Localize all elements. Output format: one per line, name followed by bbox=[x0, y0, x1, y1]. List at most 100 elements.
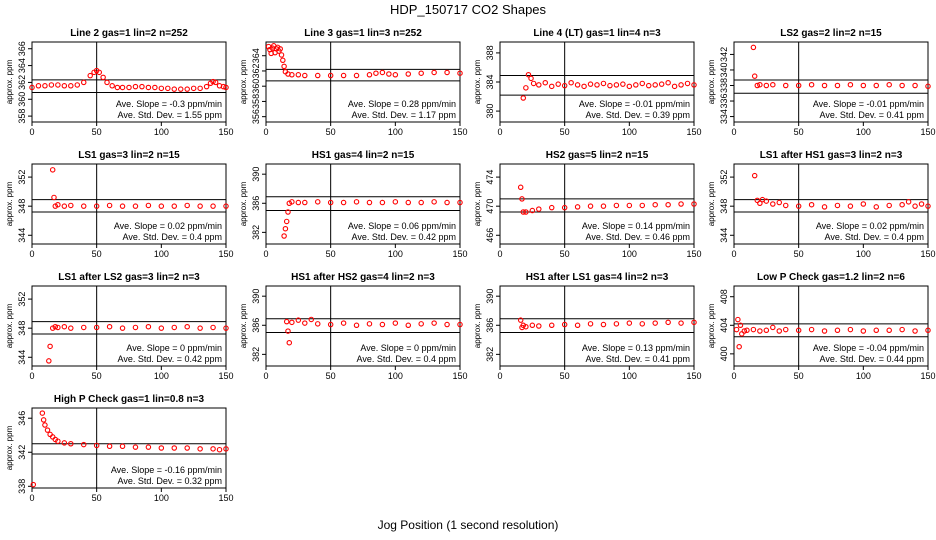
data-point bbox=[286, 339, 293, 346]
data-point bbox=[626, 320, 633, 326]
data-point bbox=[119, 325, 126, 331]
data-point bbox=[210, 446, 216, 452]
data-point bbox=[525, 71, 532, 78]
std-annotation: Ave. Std. Dev. = 0.32 ppm bbox=[118, 476, 222, 486]
y-axis-label: approx. ppm bbox=[473, 59, 482, 104]
x-tick-label: 50 bbox=[92, 371, 102, 381]
data-point bbox=[158, 85, 165, 92]
data-point bbox=[873, 82, 880, 89]
y-tick-label: 382 bbox=[485, 347, 495, 362]
data-point bbox=[61, 83, 68, 89]
panel-4: LS2 gas=2 lin=2 n=15 approx. ppm 0 50 100 150… bbox=[707, 28, 936, 137]
panel-title: HS2 gas=5 lin=2 n=15 bbox=[546, 150, 649, 161]
panel-title: HS1 gas=4 lin=2 n=15 bbox=[312, 150, 415, 161]
data-point bbox=[418, 70, 424, 76]
data-point bbox=[210, 78, 216, 85]
data-point bbox=[132, 324, 139, 331]
data-point bbox=[289, 199, 295, 205]
data-point bbox=[587, 321, 594, 327]
data-point bbox=[30, 481, 37, 488]
data-point bbox=[44, 427, 51, 433]
data-point bbox=[87, 72, 93, 79]
y-tick-label: 348 bbox=[719, 199, 729, 214]
panel-title: LS1 gas=3 lin=2 n=15 bbox=[78, 150, 180, 161]
data-point bbox=[106, 323, 113, 330]
data-point bbox=[444, 199, 450, 206]
data-point bbox=[652, 201, 658, 208]
data-point bbox=[327, 321, 334, 328]
panel-2: Line 3 gas=1 lin=3 n=252 approx. ppm 0 50 10… bbox=[239, 28, 468, 137]
data-point bbox=[285, 209, 291, 215]
data-point bbox=[68, 440, 74, 447]
data-point bbox=[295, 199, 302, 206]
data-point bbox=[165, 85, 171, 92]
y-tick-label: 382 bbox=[251, 225, 261, 240]
x-tick-label: 0 bbox=[29, 249, 34, 259]
data-point bbox=[757, 81, 763, 88]
x-tick-label: 100 bbox=[154, 371, 169, 381]
data-point bbox=[93, 203, 100, 209]
data-point bbox=[847, 326, 854, 333]
data-point bbox=[55, 324, 61, 331]
panel-5: LS1 gas=3 lin=2 n=15 approx. ppm 0 50 100 150… bbox=[5, 150, 234, 259]
data-point bbox=[678, 201, 684, 207]
data-point bbox=[46, 358, 52, 364]
data-point bbox=[35, 83, 42, 89]
y-axis-label: approx. ppm bbox=[239, 181, 248, 226]
y-tick-label: 348 bbox=[17, 199, 27, 214]
data-point bbox=[523, 323, 529, 330]
y-tick-label: 362 bbox=[251, 63, 261, 78]
plot-frame bbox=[733, 285, 929, 367]
x-tick-label: 150 bbox=[686, 249, 701, 259]
plot-frame bbox=[265, 41, 461, 123]
data-point bbox=[821, 328, 828, 334]
y-tick-label: 364 bbox=[17, 58, 27, 73]
data-point bbox=[283, 318, 290, 325]
data-point bbox=[392, 72, 399, 78]
data-point bbox=[308, 316, 315, 323]
std-annotation: Ave. Std. Dev. = 0.4 ppm bbox=[123, 232, 222, 242]
data-point bbox=[763, 327, 770, 334]
data-point bbox=[392, 320, 399, 326]
data-point bbox=[678, 82, 684, 88]
data-point bbox=[285, 328, 291, 334]
data-point bbox=[905, 199, 912, 205]
data-point bbox=[776, 199, 783, 206]
data-point bbox=[39, 410, 46, 416]
data-point bbox=[340, 72, 347, 79]
data-point bbox=[873, 204, 880, 210]
data-point bbox=[109, 83, 115, 89]
data-point bbox=[899, 82, 905, 89]
y-axis-label: approx. ppm bbox=[707, 181, 716, 226]
x-tick-label: 150 bbox=[218, 371, 233, 381]
data-point bbox=[555, 81, 561, 87]
data-point bbox=[529, 207, 536, 214]
x-tick-label: 100 bbox=[388, 371, 403, 381]
panel-title: Line 3 gas=1 lin=3 n=252 bbox=[304, 28, 422, 39]
y-tick-label: 400 bbox=[719, 346, 729, 361]
panel-9: LS1 after LS2 gas=3 lin=2 n=3 approx. ppm… bbox=[5, 272, 234, 381]
x-tick-label: 150 bbox=[452, 249, 467, 259]
y-tick-label: 338 bbox=[719, 78, 729, 93]
x-tick-label: 100 bbox=[856, 371, 871, 381]
data-point bbox=[542, 79, 549, 86]
slope-annotation: Ave. Slope = 0 ppm/min bbox=[126, 343, 222, 353]
data-point bbox=[530, 80, 537, 87]
data-point bbox=[633, 82, 639, 88]
data-point bbox=[763, 198, 770, 204]
x-tick-label: 150 bbox=[920, 371, 935, 381]
data-point bbox=[171, 203, 178, 209]
y-tick-label: 390 bbox=[251, 167, 261, 182]
std-annotation: Ave. Std. Dev. = 0.4 ppm bbox=[357, 354, 456, 364]
slope-annotation: Ave. Slope = -0.16 ppm/min bbox=[111, 465, 222, 475]
x-tick-label: 100 bbox=[154, 493, 169, 503]
data-point bbox=[340, 320, 347, 326]
data-point bbox=[808, 201, 815, 208]
data-point bbox=[47, 343, 53, 350]
data-point bbox=[808, 326, 815, 333]
std-annotation: Ave. Std. Dev. = 0.46 ppm bbox=[586, 232, 690, 242]
data-point bbox=[733, 326, 740, 333]
y-axis-label: approx. ppm bbox=[239, 59, 248, 104]
data-point bbox=[520, 95, 527, 101]
x-tick-label: 50 bbox=[326, 371, 336, 381]
